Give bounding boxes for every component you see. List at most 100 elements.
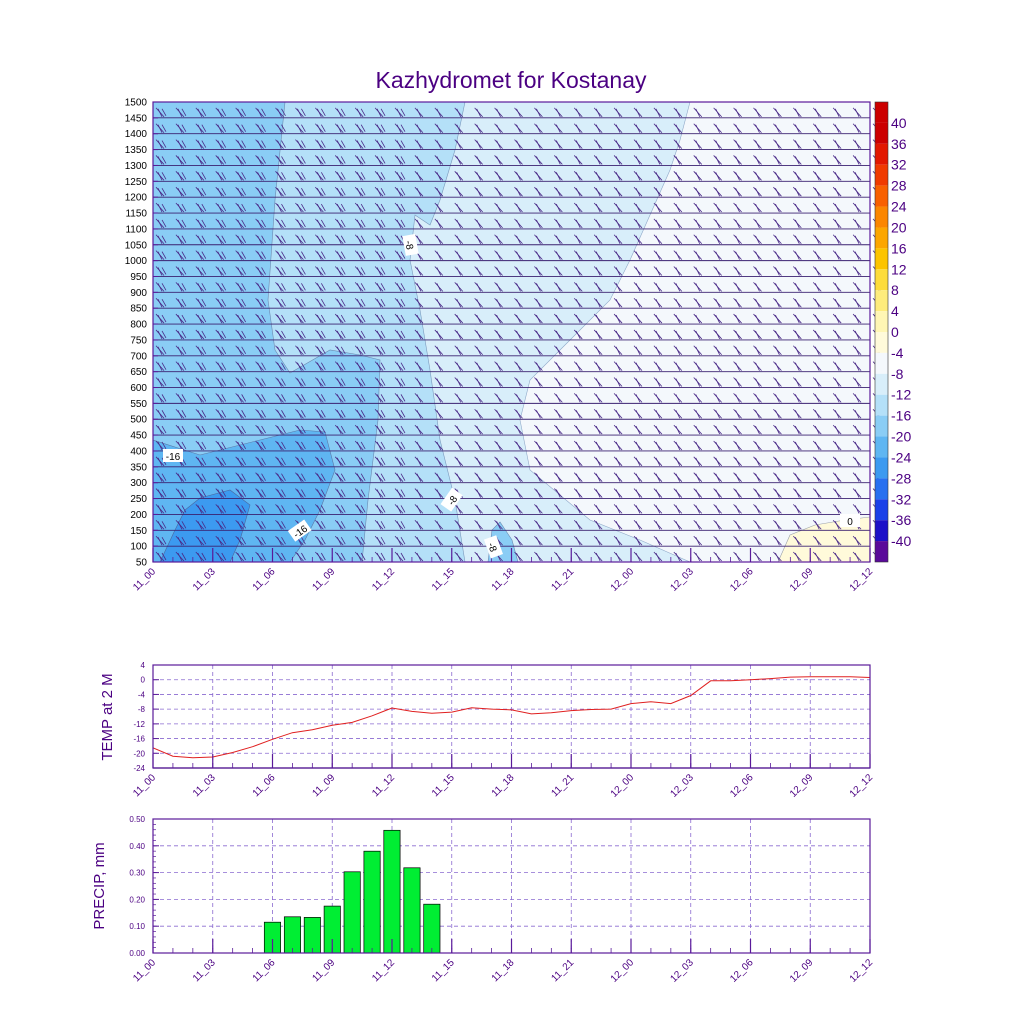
wind-barb-flag <box>536 330 541 340</box>
wind-barb-flag <box>320 346 326 354</box>
wind-barb-flag <box>336 394 342 403</box>
wind-barb-flag <box>536 299 541 308</box>
x-tick-label: 12_12 <box>848 772 876 800</box>
wind-barb-flag <box>181 378 187 386</box>
colorbar-label: -36 <box>891 512 911 528</box>
wind-barb-flag <box>336 457 342 467</box>
wind-barb-flag <box>201 124 207 132</box>
wind-barb-flag <box>201 219 207 228</box>
wind-barb-flag <box>197 346 203 355</box>
wind-barb-flag <box>854 187 860 197</box>
wind-barb-flag <box>241 536 247 545</box>
wind-barb-flag <box>157 299 163 308</box>
x-tick-label: 11_00 <box>131 772 158 799</box>
wind-barb-flag <box>380 251 386 259</box>
wind-barb-flag <box>476 172 482 181</box>
wind-barb-flag <box>360 473 366 481</box>
wind-barb-flag <box>496 457 501 467</box>
wind-barb-flag <box>181 124 187 132</box>
wind-barb-flag <box>221 172 227 180</box>
wind-barb-flag <box>157 394 163 403</box>
y-tick-label: 1300 <box>125 161 148 172</box>
precipitation-grid <box>153 819 870 953</box>
wind-barb-flag <box>277 441 282 451</box>
wind-barb-flag <box>476 314 482 324</box>
wind-barb-flag <box>320 219 326 228</box>
wind-barb-flag <box>221 552 227 561</box>
wind-barb-flag <box>854 441 860 451</box>
wind-barb-flag <box>177 394 183 403</box>
wind-barb-flag <box>755 235 760 244</box>
wind-barb-flag <box>356 457 362 467</box>
wind-barb-flag <box>400 378 406 386</box>
wind-barb-flag <box>536 314 541 324</box>
contour-label-bg <box>440 487 463 512</box>
y-tick-label: 500 <box>130 415 147 426</box>
wind-barb-flag <box>794 410 800 419</box>
colorbar-box <box>875 227 888 249</box>
wind-barb-flag <box>237 203 243 213</box>
wind-barb-flag <box>400 410 406 418</box>
wind-barb-flag <box>340 346 346 354</box>
wind-barb-flag <box>336 425 342 435</box>
wind-barb-flag <box>595 124 601 133</box>
precipitation-x-axis: 11_00 11_03 11_06 11_09 11_12 11_15 11_18 11_21… <box>131 939 875 985</box>
wind-barb-flag <box>775 187 780 197</box>
wind-barb-flag <box>261 473 266 481</box>
wind-barb-flag <box>281 489 286 497</box>
wind-barb-flag <box>814 441 820 451</box>
temperature-contour-fill <box>153 102 870 562</box>
contour-label-bg <box>163 449 183 462</box>
wind-barb-flag <box>181 552 187 561</box>
wind-barb-flag <box>794 362 800 371</box>
wind-barb-flag <box>201 473 207 481</box>
wind-barb-flag <box>161 314 167 323</box>
wind-barb-flag <box>297 219 302 229</box>
wind-barb-flag <box>794 156 800 165</box>
wind-barb-flag <box>555 140 561 149</box>
wind-barb-flag <box>675 394 681 403</box>
wind-barb-flag <box>380 124 386 132</box>
wind-barb-flag <box>854 108 860 118</box>
wind-barb-flag <box>217 473 223 482</box>
wind-barb-flag <box>237 314 243 324</box>
wind-barb-flag <box>615 187 621 197</box>
wind-barb-flag <box>436 235 442 244</box>
wind-barb-flag <box>157 473 163 482</box>
wind-barb-flag <box>516 251 521 260</box>
wind-barb-flag <box>241 552 247 561</box>
wind-barb-flag <box>340 410 346 418</box>
wind-barb-flag <box>316 521 322 530</box>
wind-barb-flag <box>301 267 306 275</box>
wind-barb-flag <box>516 140 521 149</box>
wind-barb-flag <box>320 156 326 164</box>
wind-barb-flag <box>376 172 382 181</box>
wind-barb-flag <box>316 219 322 229</box>
wind-barb-flag <box>396 378 402 387</box>
wind-barb-flag <box>157 521 163 530</box>
wind-barb-flag <box>336 378 342 387</box>
wind-barb-flag <box>755 299 760 308</box>
wind-barb-flag <box>217 235 223 244</box>
wind-barb-flag <box>261 394 266 402</box>
x-tick-label: 11_12 <box>370 957 397 984</box>
wind-barb-flag <box>217 552 223 562</box>
wind-barb-flag <box>396 124 402 133</box>
wind-barb-flag <box>161 140 167 148</box>
wind-barb-flag <box>380 410 386 418</box>
x-tick-label: 11_12 <box>370 772 397 799</box>
wind-barb-flag <box>555 441 561 451</box>
wind-barb-flag <box>555 330 561 340</box>
wind-barb-flag <box>715 362 721 371</box>
wind-barb-flag <box>675 235 681 244</box>
wind-barb-flag <box>277 156 282 165</box>
wind-barb-flag <box>695 203 701 213</box>
wind-barb-flag <box>516 330 521 340</box>
wind-barb-flag <box>755 172 760 181</box>
wind-barb-flag <box>496 425 501 435</box>
wind-barb-flag <box>456 124 462 133</box>
wind-barb-flag <box>516 219 521 229</box>
y-tick-label: 150 <box>130 526 147 537</box>
wind-barb-flag <box>635 362 641 371</box>
wind-barb-flag <box>261 124 266 132</box>
